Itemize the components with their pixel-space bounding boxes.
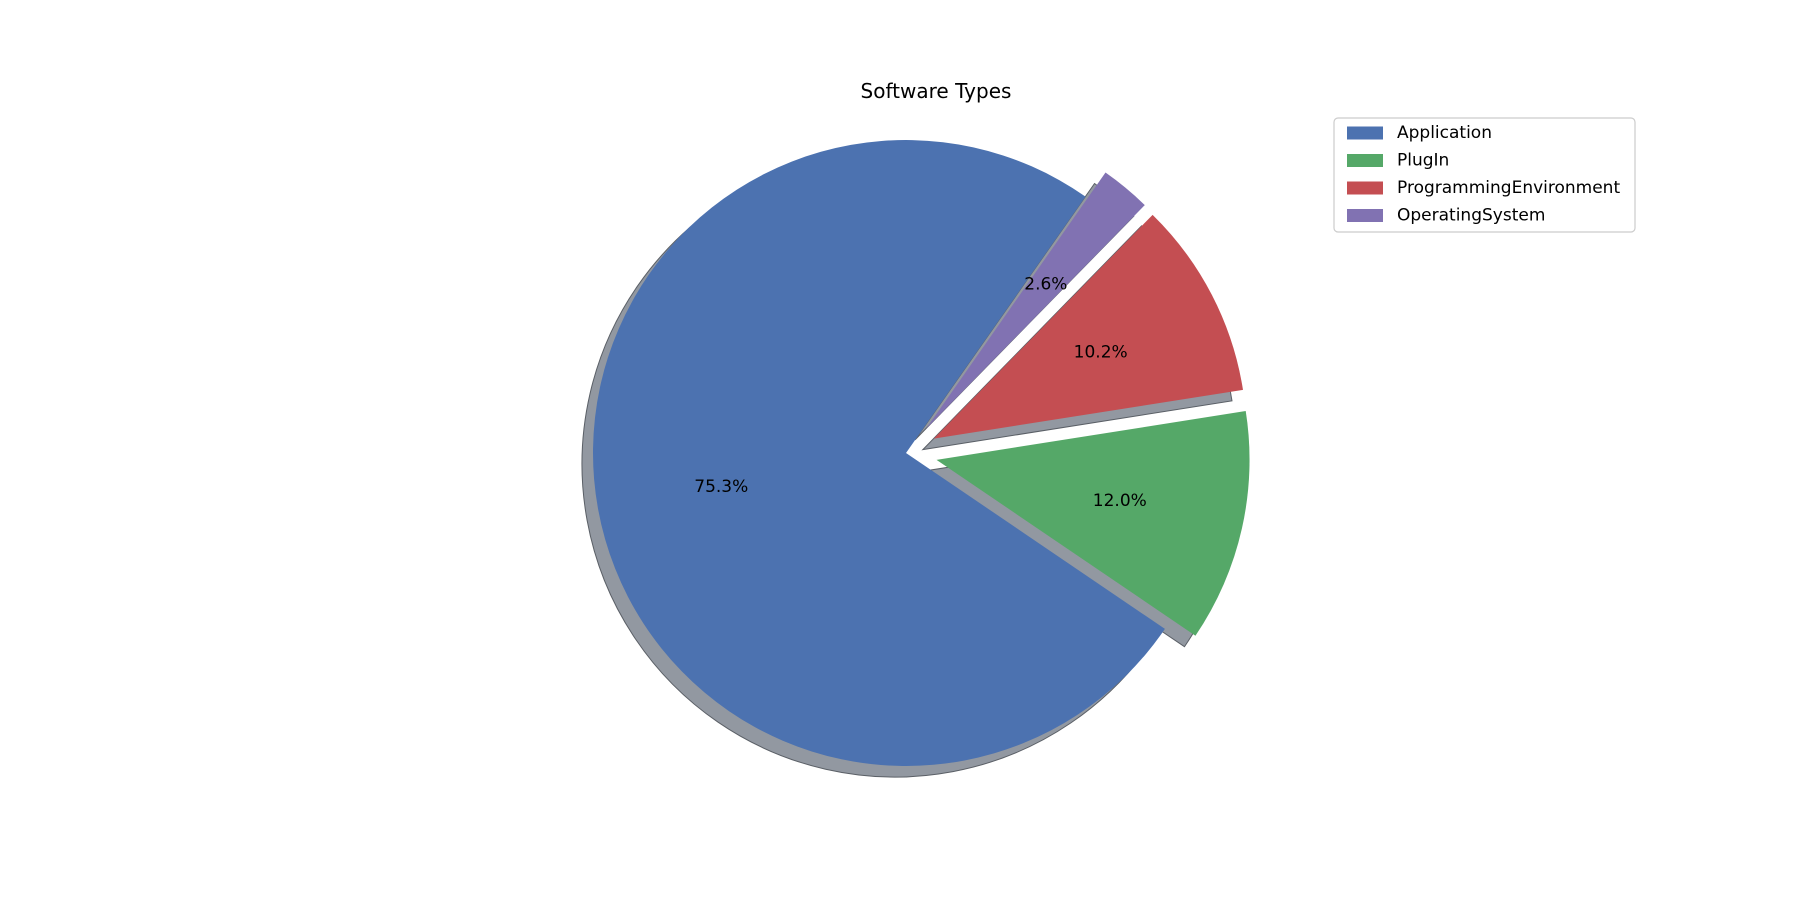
legend-label-programmingenvironment: ProgrammingEnvironment: [1397, 178, 1620, 198]
legend-swatch-operatingsystem: [1347, 209, 1383, 222]
legend-swatch-plugin: [1347, 154, 1383, 167]
percent-label-programmingenvironment: 10.2%: [1074, 342, 1128, 362]
slice-application: [592, 139, 1165, 766]
slice-operatingsystem: [925, 172, 1145, 429]
chart-title: Software Types: [861, 79, 1012, 103]
slice-plugin: [936, 411, 1250, 636]
percent-labels: 75.3% 12.0% 10.2% 2.6%: [694, 274, 1147, 510]
legend-label-operatingsystem: OperatingSystem: [1397, 206, 1545, 226]
legend-swatch-application: [1347, 126, 1383, 140]
percent-label-plugin: 12.0%: [1093, 491, 1147, 511]
pie-slices: [592, 139, 1250, 766]
percent-label-application: 75.3%: [694, 477, 748, 497]
legend-frame: [1333, 117, 1636, 233]
legend: Application PlugIn ProgrammingEnvironment O…: [1333, 117, 1636, 233]
legend-swatch-programmingenvironment: [1347, 181, 1383, 195]
legend-label-application: Application: [1397, 123, 1492, 143]
legend-label-plugin: PlugIn: [1397, 151, 1449, 171]
percent-label-operatingsystem: 2.6%: [1024, 274, 1067, 294]
legend-items: Application PlugIn ProgrammingEnvironment O…: [1347, 123, 1620, 226]
slice-programmingenvironment: [933, 214, 1243, 439]
